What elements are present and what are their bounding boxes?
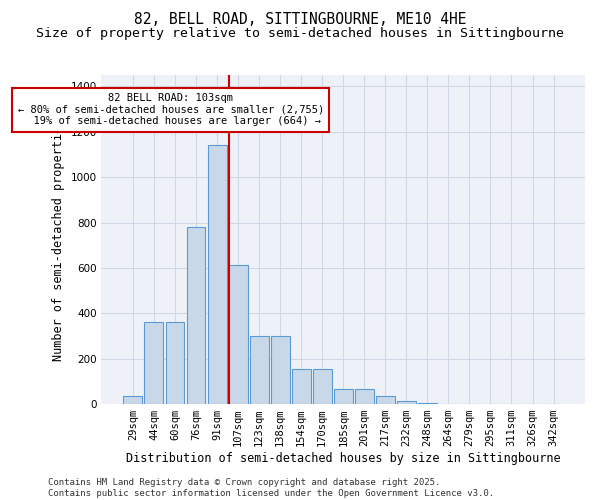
- Y-axis label: Number of semi-detached properties: Number of semi-detached properties: [52, 118, 65, 360]
- Bar: [355, 390, 374, 404]
- Bar: [187, 227, 205, 404]
- Text: Contains HM Land Registry data © Crown copyright and database right 2025.
Contai: Contains HM Land Registry data © Crown c…: [48, 478, 494, 498]
- X-axis label: Distribution of semi-detached houses by size in Sittingbourne: Distribution of semi-detached houses by …: [126, 452, 560, 465]
- Bar: [271, 336, 290, 404]
- Bar: [418, 403, 437, 404]
- Bar: [229, 264, 248, 404]
- Text: 82 BELL ROAD: 103sqm
← 80% of semi-detached houses are smaller (2,755)
  19% of : 82 BELL ROAD: 103sqm ← 80% of semi-detac…: [17, 93, 324, 126]
- Bar: [250, 336, 269, 404]
- Bar: [124, 396, 142, 404]
- Bar: [334, 390, 353, 404]
- Bar: [166, 322, 184, 404]
- Bar: [313, 369, 332, 404]
- Bar: [292, 369, 311, 404]
- Bar: [145, 322, 163, 404]
- Bar: [208, 146, 227, 404]
- Bar: [376, 396, 395, 404]
- Bar: [397, 400, 416, 404]
- Text: 82, BELL ROAD, SITTINGBOURNE, ME10 4HE: 82, BELL ROAD, SITTINGBOURNE, ME10 4HE: [134, 12, 466, 28]
- Text: Size of property relative to semi-detached houses in Sittingbourne: Size of property relative to semi-detach…: [36, 28, 564, 40]
